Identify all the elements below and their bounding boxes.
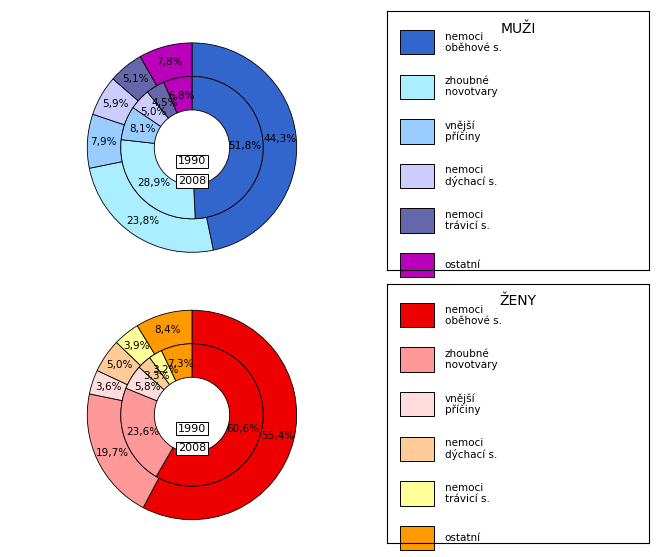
Text: nemoci
trávicí s.: nemoci trávicí s. [445, 483, 490, 504]
Text: 8,4%: 8,4% [155, 325, 181, 335]
Text: nemoci
oběhové s.: nemoci oběhové s. [445, 32, 502, 52]
Text: vnější
příčiny: vnější příčiny [445, 393, 481, 415]
Wedge shape [148, 82, 177, 118]
Text: nemoci
dýchací s.: nemoci dýchací s. [445, 165, 497, 187]
Text: 28,9%: 28,9% [137, 178, 170, 188]
Text: 19,7%: 19,7% [95, 448, 128, 458]
Bar [401, 348, 434, 372]
Text: ostatní: ostatní [445, 260, 481, 270]
Wedge shape [162, 344, 192, 381]
Text: 8,1%: 8,1% [130, 124, 156, 134]
Text: 7,9%: 7,9% [91, 137, 117, 147]
Wedge shape [121, 108, 161, 143]
Wedge shape [89, 162, 213, 252]
Wedge shape [126, 367, 164, 401]
Text: zhoubné
novotvary: zhoubné novotvary [445, 349, 497, 370]
Bar [401, 253, 434, 277]
Wedge shape [120, 388, 173, 477]
Text: 2008: 2008 [178, 176, 206, 186]
Text: 51,8%: 51,8% [228, 141, 261, 152]
Text: ŽENY: ŽENY [500, 295, 536, 309]
Wedge shape [113, 57, 157, 101]
Text: 23,8%: 23,8% [126, 217, 160, 227]
Text: 3,6%: 3,6% [95, 382, 121, 392]
Bar [401, 75, 434, 99]
Wedge shape [156, 344, 263, 486]
Wedge shape [139, 358, 169, 390]
Wedge shape [150, 350, 176, 385]
Text: 3,3%: 3,3% [144, 371, 170, 381]
Bar [401, 437, 434, 461]
Wedge shape [87, 114, 124, 168]
Bar [401, 164, 434, 188]
Bar [401, 481, 434, 506]
Wedge shape [192, 43, 297, 250]
Text: 7,8%: 7,8% [156, 57, 183, 67]
Bar [401, 119, 434, 144]
Text: 60,6%: 60,6% [226, 423, 259, 433]
Wedge shape [120, 140, 195, 219]
Wedge shape [93, 79, 138, 125]
Text: MUŽI: MUŽI [500, 22, 536, 36]
Bar [401, 30, 434, 55]
Text: nemoci
trávicí s.: nemoci trávicí s. [445, 210, 490, 231]
Text: 1990: 1990 [178, 423, 206, 433]
Wedge shape [164, 76, 192, 113]
Text: 5,8%: 5,8% [134, 382, 161, 392]
Text: 44,3%: 44,3% [263, 134, 297, 144]
Text: 2008: 2008 [178, 443, 206, 453]
Bar [401, 208, 434, 233]
Text: 55,4%: 55,4% [261, 431, 295, 441]
Wedge shape [117, 326, 155, 365]
Text: 3,9%: 3,9% [123, 341, 150, 351]
Wedge shape [192, 76, 263, 219]
Wedge shape [87, 394, 159, 507]
Text: vnější
příčiny: vnější příčiny [445, 120, 481, 142]
Text: 5,0%: 5,0% [140, 107, 167, 117]
Bar [401, 303, 434, 328]
Wedge shape [133, 92, 168, 126]
Wedge shape [97, 343, 140, 385]
Text: zhoubné
novotvary: zhoubné novotvary [445, 76, 497, 97]
Wedge shape [137, 310, 192, 354]
Text: 1990: 1990 [178, 156, 206, 166]
Text: ostatní: ostatní [445, 533, 481, 543]
Bar [401, 392, 434, 417]
Text: 5,9%: 5,9% [102, 99, 128, 109]
Text: 5,1%: 5,1% [122, 74, 149, 84]
Text: 3,2%: 3,2% [152, 365, 178, 375]
Text: 6,8%: 6,8% [168, 91, 195, 101]
Text: 4,5%: 4,5% [152, 97, 178, 108]
Text: nemoci
dýchací s.: nemoci dýchací s. [445, 438, 497, 460]
Wedge shape [89, 370, 128, 400]
Text: 5,0%: 5,0% [106, 360, 132, 370]
Text: 23,6%: 23,6% [126, 427, 159, 437]
Text: 7,3%: 7,3% [167, 359, 194, 369]
Wedge shape [143, 310, 297, 520]
Bar [401, 526, 434, 550]
Text: nemoci
oběhové s.: nemoci oběhové s. [445, 305, 502, 325]
Wedge shape [140, 43, 192, 86]
